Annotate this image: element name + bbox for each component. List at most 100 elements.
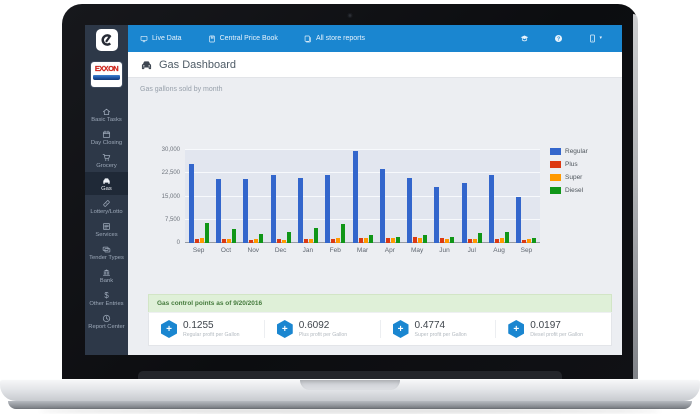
- laptop-screen-bezel: EXXON Basic Tasks Day Closing Grocery Gas Lo…: [62, 4, 638, 380]
- bar-regular: [489, 174, 495, 243]
- sidebar-item-label: Other Entries: [89, 300, 124, 307]
- sidebar-item-services[interactable]: Services: [85, 218, 128, 241]
- exxon-logo-text: EXXON: [94, 64, 119, 73]
- clock-icon: [102, 314, 111, 323]
- bar-plus: [331, 238, 336, 243]
- home-icon: [102, 107, 111, 116]
- legend-swatch: [550, 161, 561, 168]
- sidebar-item-label: Bank: [99, 277, 114, 284]
- x-axis-tick-label: Aug: [493, 247, 505, 254]
- plus-hexagon-button[interactable]: +: [508, 320, 525, 338]
- sidebar-item-label: Basic Tasks: [91, 116, 122, 123]
- bar-group-jan-4: [294, 150, 321, 243]
- bar-super: [308, 238, 313, 243]
- bar-group-jul-10: [458, 150, 485, 243]
- chart-gridline: [185, 149, 540, 150]
- x-axis-tick-label: Dec: [274, 247, 287, 254]
- page-header: Gas Dashboard: [128, 52, 622, 78]
- services-icon: [102, 222, 111, 231]
- bar-plus: [495, 238, 500, 243]
- control-point-label: Super profit per Gallon: [414, 332, 467, 338]
- navbar-item-live-data[interactable]: Live Data: [140, 35, 182, 43]
- bar-super: [500, 238, 505, 243]
- sidebar-item-lottery-lotto[interactable]: Lottery/Lotto: [85, 195, 128, 218]
- bar-super: [390, 237, 395, 243]
- bar-plus: [385, 238, 390, 243]
- x-axis-tick-label: Jul: [467, 247, 476, 254]
- help-icon: ?: [554, 34, 563, 43]
- sidebar-item-report-center[interactable]: Report Center: [85, 310, 128, 333]
- bar-diesel: [259, 233, 264, 243]
- sidebar-item-basic-tasks[interactable]: Basic Tasks: [85, 103, 128, 126]
- bar-plus: [413, 237, 418, 243]
- bar-plus: [194, 238, 199, 243]
- x-axis-tick-label: Jan: [302, 247, 314, 254]
- price-book-icon: [208, 35, 216, 43]
- tender-icon: [102, 245, 111, 254]
- exxon-logo-stripe: [93, 74, 120, 80]
- sidebar-item-grocery[interactable]: Grocery: [85, 149, 128, 172]
- x-axis-tick-label: Nov: [247, 247, 260, 254]
- webcam-dot: [347, 13, 353, 18]
- control-point-value: 0.6092: [298, 320, 330, 331]
- x-axis-tick-label: Sep: [192, 247, 205, 254]
- navbar-button-help-icon[interactable]: ?: [554, 34, 563, 43]
- gas-control-points-panel: Gas control points as of 9/20/2016 +0.12…: [148, 294, 612, 346]
- bar-regular: [325, 175, 331, 243]
- legend-swatch: [550, 187, 561, 194]
- navbar-item-all-store-reports[interactable]: All store reports: [304, 35, 365, 43]
- dashboard-content: Gas gallons sold by month 0 7,500 15,000 22…: [128, 78, 622, 355]
- sidebar-item-gas[interactable]: Gas: [85, 172, 128, 195]
- control-point-card: +0.6092 Plus profit per Gallon: [263, 320, 380, 338]
- chart-legend: Regular Plus Super Diesel: [550, 148, 588, 200]
- x-axis-tick-label: May: [411, 247, 424, 254]
- bar-diesel: [532, 237, 537, 243]
- main-column: Live Data Central Price Book All store rep…: [128, 25, 622, 355]
- bar-regular: [461, 182, 467, 243]
- bar-group-feb-5: [322, 150, 349, 243]
- control-point-text: 0.1255 Regular profit per Gallon: [183, 320, 240, 338]
- bar-regular: [297, 177, 303, 243]
- bar-regular: [215, 178, 221, 243]
- bar-super: [226, 238, 231, 243]
- navbar-button-device-icon[interactable]: ▾: [588, 34, 602, 43]
- x-axis-tick-label: Sep: [520, 247, 533, 254]
- bar-plus: [276, 238, 281, 243]
- y-axis-tick-label: 0: [176, 240, 180, 246]
- plus-hexagon-button[interactable]: +: [392, 320, 409, 338]
- bar-plus: [522, 239, 527, 243]
- bar-group-dec-3: [267, 150, 294, 243]
- calendar-icon: [102, 130, 111, 139]
- sidebar-item-label: Gas: [101, 185, 112, 192]
- plus-hexagon-button[interactable]: +: [276, 320, 293, 338]
- bar-super: [472, 238, 477, 243]
- control-point-value: 0.0197: [530, 320, 561, 331]
- sidebar-item-label: Lottery/Lotto: [90, 208, 123, 215]
- plus-hexagon-button[interactable]: +: [161, 320, 177, 338]
- control-point-card: +0.0197 Diesel profit per Gallon: [495, 320, 611, 338]
- x-axis-tick-label: Feb: [329, 247, 341, 254]
- bar-super: [199, 238, 204, 243]
- y-axis-tick-label: 7,500: [164, 216, 180, 223]
- cstore-office-logo-icon[interactable]: [95, 29, 118, 51]
- bar-group-oct-1: [212, 150, 239, 243]
- bar-regular: [407, 177, 413, 243]
- control-point-label: Plus profit per Gallon: [298, 332, 348, 338]
- navbar-item-label: All store reports: [315, 35, 365, 42]
- bar-group-nov-2: [240, 150, 267, 243]
- bar-regular: [352, 150, 358, 243]
- navbar-button-education-icon[interactable]: [520, 34, 529, 43]
- ticket-icon: [102, 199, 111, 208]
- sidebar-item-day-closing[interactable]: Day Closing: [85, 126, 128, 149]
- navbar-item-central-price-book[interactable]: Central Price Book: [208, 35, 278, 43]
- legend-item-plus: Plus: [550, 161, 588, 168]
- sidebar-item-tender-types[interactable]: Tender Types: [85, 241, 128, 264]
- sidebar-item-bank[interactable]: Bank: [85, 264, 128, 287]
- control-point-text: 0.0197 Diesel profit per Gallon: [530, 320, 583, 338]
- bar-diesel: [477, 232, 482, 243]
- legend-label: Super: [565, 174, 583, 181]
- bar-group-jun-9: [431, 150, 458, 243]
- chevron-down-icon: ▾: [599, 35, 602, 41]
- sidebar-item-other-entries[interactable]: $ Other Entries: [85, 287, 128, 310]
- y-axis-tick-label: 22,500: [161, 170, 180, 177]
